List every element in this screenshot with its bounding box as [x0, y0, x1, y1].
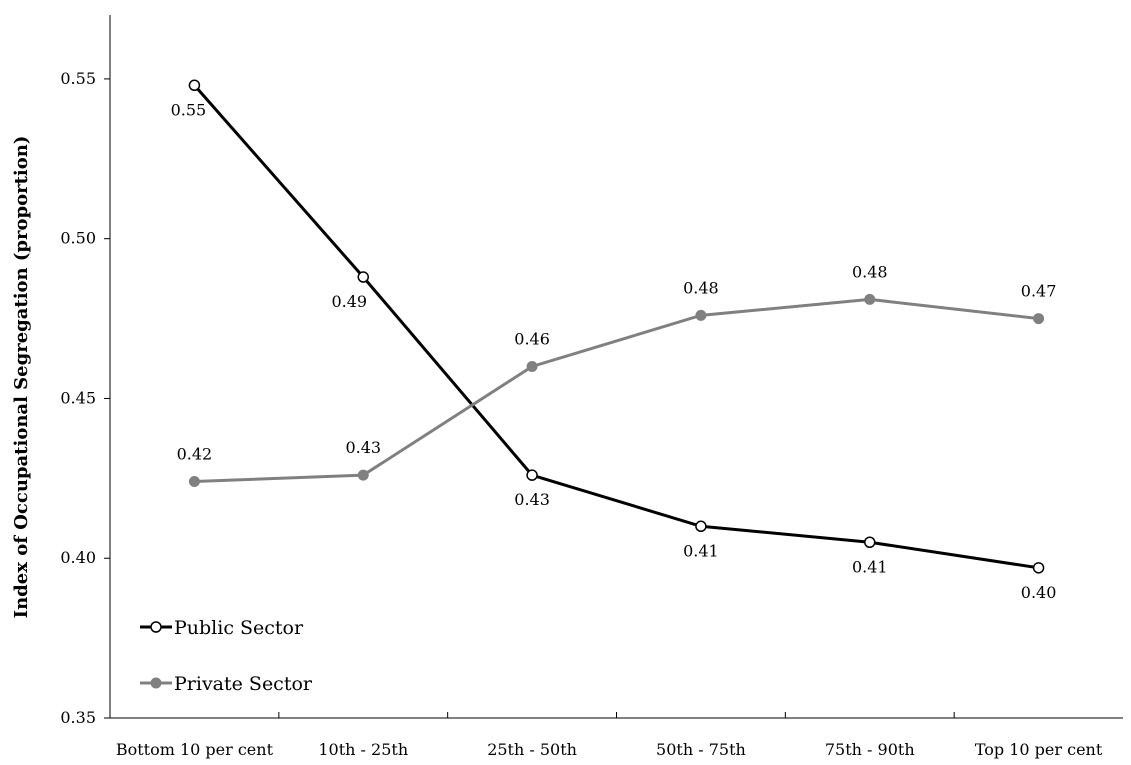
legend-item: Public Sector	[140, 617, 304, 639]
data-label: 0.41	[683, 541, 719, 560]
data-point	[526, 361, 538, 372]
x-tick-label: 25th - 50th	[487, 740, 577, 759]
x-tick-label: 50th - 75th	[656, 740, 746, 759]
y-tick-label: 0.50	[60, 229, 96, 248]
data-label: 0.48	[852, 262, 888, 281]
x-tick-label: Bottom 10 per cent	[116, 740, 274, 759]
data-point	[864, 293, 876, 305]
x-tick-label: 75th - 90th	[825, 740, 915, 759]
data-label: 0.42	[177, 445, 213, 464]
legend-marker	[150, 621, 162, 633]
data-label: 0.41	[852, 557, 888, 576]
legend-marker	[150, 677, 162, 689]
y-ticks: 0.35 0.40 0.45 0.50 0.55	[60, 69, 110, 727]
data-point	[526, 469, 538, 481]
y-axis-title: Index of Occupational Segregation (propo…	[11, 136, 32, 619]
series-private-sector: 0.42 0.43 0.46 0.48 0.48 0.47	[177, 262, 1057, 488]
legend-label: Private Sector	[174, 673, 313, 695]
x-tick-label: 10th - 25th	[318, 740, 408, 759]
x-tick-label: Top 10 per cent	[975, 740, 1103, 759]
y-tick-label: 0.45	[60, 388, 96, 407]
data-point	[357, 271, 369, 283]
data-label: 0.47	[1021, 282, 1057, 301]
data-label: 0.40	[1021, 583, 1057, 602]
data-label: 0.55	[171, 100, 207, 119]
data-point	[188, 476, 200, 488]
legend: Public Sector Private Sector	[140, 617, 313, 695]
y-tick-label: 0.40	[60, 548, 96, 567]
data-point	[188, 79, 201, 92]
data-point	[695, 520, 707, 533]
data-label: 0.48	[683, 278, 719, 297]
axes	[109, 15, 1123, 719]
data-point	[357, 469, 369, 481]
data-point	[1032, 562, 1045, 574]
series-line	[194, 297, 1039, 484]
data-label: 0.49	[331, 292, 367, 311]
data-point	[695, 309, 707, 321]
data-label: 0.46	[514, 330, 550, 349]
y-tick-label: 0.55	[60, 69, 96, 88]
legend-label: Public Sector	[174, 617, 304, 639]
x-ticks: Bottom 10 per cent 10th - 25th 25th - 50th…	[116, 712, 1103, 759]
data-point	[864, 536, 876, 548]
data-label: 0.43	[345, 438, 381, 457]
data-label: 0.43	[514, 490, 550, 509]
data-point	[1033, 313, 1045, 325]
series-layer: 0.55 0.49 0.43 0.41 0.41 0.40 0.42 0.43 0.46 0.48…	[171, 79, 1057, 602]
series-public-sector: 0.55 0.49 0.43 0.41 0.41 0.40	[171, 79, 1057, 602]
legend-item: Private Sector	[140, 673, 313, 695]
y-tick-label: 0.35	[60, 708, 96, 727]
series-line	[193, 84, 1039, 570]
